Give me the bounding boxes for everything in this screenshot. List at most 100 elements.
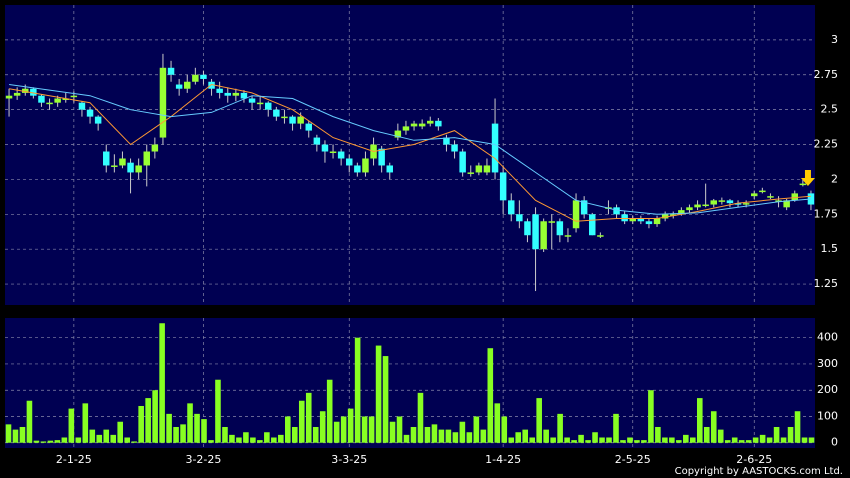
candle-body	[475, 165, 483, 173]
candle-body	[184, 81, 191, 89]
candle-body	[524, 221, 531, 236]
candle-body	[742, 203, 750, 205]
volume-bar	[12, 429, 19, 443]
candle-body	[418, 123, 426, 127]
x-tick-label: 1-4-25	[485, 453, 521, 466]
volume-bar	[187, 403, 193, 443]
volume-bar	[459, 421, 466, 443]
candle-body	[532, 214, 539, 250]
candle-body	[256, 102, 264, 105]
volume-bar	[738, 440, 745, 443]
candle-body	[799, 183, 807, 186]
volume-bar	[717, 429, 724, 443]
candle-body	[103, 151, 110, 166]
volume-bar	[669, 437, 675, 443]
candle-body	[410, 123, 418, 127]
candle-body	[175, 84, 183, 89]
volume-bar	[180, 424, 186, 443]
candle-body	[783, 200, 790, 208]
volume-bar	[271, 437, 277, 443]
y-tick-label: 2.5	[821, 103, 839, 116]
candle-body	[329, 151, 337, 154]
volume-bar	[298, 400, 305, 443]
candle-body	[289, 116, 296, 124]
candle-body	[516, 214, 523, 222]
volume-bar	[396, 416, 403, 443]
volume-bar	[389, 421, 396, 443]
candle-body	[807, 193, 815, 205]
candle-body	[265, 102, 272, 110]
volume-bar	[578, 434, 584, 443]
candle-body	[637, 218, 645, 222]
volume-bar	[250, 437, 256, 443]
volume-bar	[592, 432, 598, 443]
volume-bar	[33, 440, 40, 443]
volume-bar	[808, 437, 815, 443]
candle-body	[111, 165, 118, 167]
candle-body	[694, 204, 701, 208]
volume-bar	[494, 403, 501, 443]
volume-bar	[26, 400, 33, 443]
volume-bar	[676, 440, 682, 443]
volume-bar	[347, 408, 354, 443]
volume-bar	[75, 437, 82, 443]
candle-body	[337, 151, 345, 159]
candle-body	[143, 151, 150, 166]
volume-bar	[703, 426, 710, 443]
volume-bar	[620, 440, 626, 443]
candle-body	[491, 123, 499, 173]
volume-bar	[508, 437, 515, 443]
candle-body	[653, 218, 661, 225]
volume-bar	[340, 416, 347, 443]
y-tick-label: 2.75	[814, 68, 839, 81]
volume-bar	[173, 426, 179, 443]
candle-body	[200, 74, 207, 79]
volume-bar	[557, 413, 563, 443]
volume-bar	[326, 379, 333, 443]
candle-body	[22, 88, 29, 93]
candle-body	[508, 200, 515, 215]
candle-body	[394, 130, 402, 138]
candle-body	[354, 165, 361, 173]
candle-body	[791, 193, 798, 201]
volume-bar	[201, 419, 207, 443]
volume-bar	[82, 403, 89, 443]
volume-bar	[634, 440, 640, 443]
candle-body	[686, 207, 693, 211]
volume-bar	[585, 440, 591, 443]
candle-body	[548, 221, 555, 223]
candle-body	[135, 165, 142, 173]
volume-bar	[417, 392, 424, 443]
volume-bar	[710, 411, 717, 443]
candle-body	[734, 203, 742, 205]
volume-bar	[445, 429, 452, 443]
candle-body	[86, 109, 94, 117]
candle-body	[775, 200, 782, 202]
volume-bar	[543, 429, 549, 443]
volume-bar	[431, 424, 438, 443]
volume-bar	[131, 441, 137, 443]
volume-bar	[312, 426, 319, 443]
volume-bar	[152, 390, 158, 443]
volume-bar	[529, 437, 535, 443]
candle-body	[751, 193, 758, 197]
volume-bar	[745, 440, 752, 443]
candle-body	[678, 210, 685, 215]
candle-body	[540, 221, 547, 250]
volume-bar	[194, 413, 200, 443]
volume-bar	[319, 411, 326, 443]
volume-bar	[696, 398, 703, 443]
candle-body	[13, 92, 21, 96]
volume-bar	[138, 405, 144, 443]
candle-body	[378, 148, 385, 166]
volume-bar	[599, 437, 605, 443]
latest-arrow	[800, 170, 815, 186]
volume-bar	[89, 429, 96, 443]
price-panel	[5, 5, 815, 305]
y-tick-label: 1.5	[821, 242, 839, 255]
volume-bar	[794, 411, 801, 443]
volume-bar	[424, 426, 431, 443]
y-tick-label: 1.75	[814, 207, 839, 220]
candle-body	[119, 158, 126, 166]
